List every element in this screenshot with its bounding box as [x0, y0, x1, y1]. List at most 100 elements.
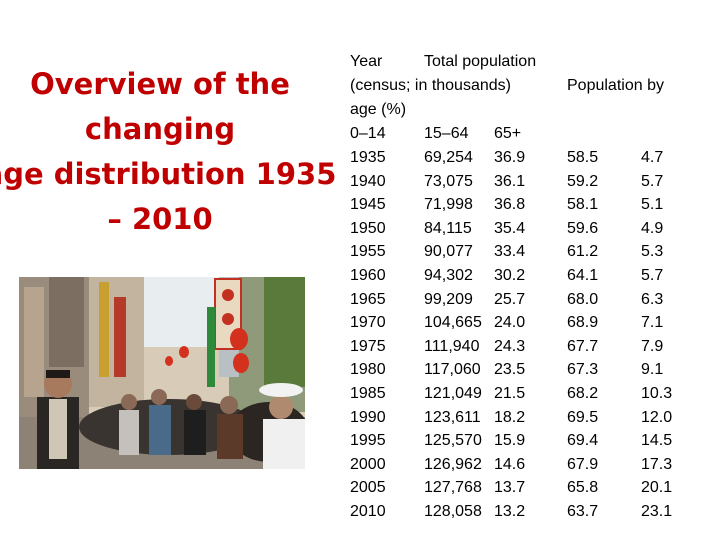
cell-col5: 5.7 — [641, 172, 664, 190]
slide-title: Overview of the changing age distributio… — [0, 62, 340, 242]
cell-col5: 6.3 — [641, 290, 664, 308]
table-row: 1975 111,940 24.3 67.7 7.9 — [350, 335, 716, 359]
street-photo-illustration — [19, 277, 305, 469]
table-row: 1985 121,049 21.5 68.2 10.3 — [350, 382, 716, 406]
cell-year: 1950 — [350, 219, 386, 237]
cell-col4: 59.2 — [567, 172, 599, 190]
cell-total-population: 94,302 — [424, 267, 473, 284]
cell-col3: 15.9 — [494, 432, 526, 450]
cell-total-population: 73,075 — [424, 172, 473, 190]
table-row: 1970 104,665 24.0 68.9 7.1 — [350, 311, 716, 335]
cell-col3: 33.4 — [494, 243, 526, 261]
cell-year: 1965 — [350, 290, 386, 308]
cell-year: 2005 — [350, 479, 386, 497]
cell-col3: 21.5 — [494, 385, 526, 402]
cell-year: 1995 — [350, 432, 386, 450]
cell-col5: 4.9 — [641, 219, 664, 237]
cell-col5: 7.9 — [641, 337, 664, 355]
cell-col3: 25.7 — [494, 290, 526, 308]
table-row: 1965 99,209 25.7 68.0 6.3 — [350, 288, 716, 312]
cell-year: 1985 — [350, 385, 386, 402]
table-row: 1955 90,077 33.4 61.2 5.3 — [350, 240, 716, 264]
cell-year: 1960 — [350, 267, 386, 284]
cell-total-population: 111,940 — [424, 337, 480, 355]
header-line-2: (census; in thousands) Population by — [350, 74, 664, 98]
cell-total-population: 126,962 — [424, 455, 482, 473]
cell-col5: 17.3 — [641, 455, 673, 473]
cell-year: 1945 — [350, 196, 386, 214]
table-row: 2010 128,058 13.2 63.7 23.1 — [350, 500, 716, 524]
header-line-3: age (%) — [350, 98, 406, 122]
cell-total-population: 69,254 — [424, 149, 473, 166]
table-row: 1950 84,115 35.4 59.6 4.9 — [350, 217, 716, 241]
cell-year: 1955 — [350, 243, 386, 261]
header-15-64: 15–64 — [424, 125, 469, 142]
header-total-population: Total population — [424, 53, 537, 70]
cell-col5: 4.7 — [641, 149, 664, 166]
header-year: Year — [350, 53, 383, 70]
header-65-plus: 65+ — [494, 125, 522, 142]
cell-total-population: 104,665 — [424, 314, 482, 332]
cell-col3: 13.7 — [494, 479, 526, 497]
header-age: age (%) — [350, 101, 407, 118]
cell-col4: 65.8 — [567, 479, 599, 497]
cell-total-population: 123,611 — [424, 408, 481, 426]
cell-year: 1975 — [350, 337, 386, 355]
cell-col4: 59.6 — [567, 219, 599, 237]
cell-year: 1935 — [350, 149, 386, 166]
cell-col5: 12.0 — [641, 408, 673, 426]
header-census: (census; in thousands) — [350, 77, 511, 94]
cell-col3: 35.4 — [494, 219, 526, 237]
table-row: 1960 94,302 30.2 64.1 5.7 — [350, 264, 716, 288]
cell-year: 2000 — [350, 455, 386, 473]
cell-col5: 5.7 — [641, 267, 664, 284]
cell-col3: 30.2 — [494, 267, 526, 284]
cell-year: 1990 — [350, 408, 386, 426]
cell-total-population: 99,209 — [424, 290, 473, 308]
cell-col5: 9.1 — [641, 361, 664, 379]
cell-col4: 63.7 — [567, 503, 599, 520]
cell-year: 1980 — [350, 361, 386, 379]
cell-col4: 68.2 — [567, 385, 599, 402]
cell-col4: 67.3 — [567, 361, 599, 379]
cell-col4: 68.0 — [567, 290, 599, 308]
cell-col4: 58.1 — [567, 196, 599, 214]
header-line-1: Year Total population — [350, 50, 536, 74]
cell-total-population: 71,998 — [424, 196, 473, 214]
cell-year: 2010 — [350, 503, 386, 520]
title-line-1: Overview of the — [30, 67, 290, 101]
table-row: 1990 123,611 18.2 69.5 12.0 — [350, 406, 716, 430]
cell-col3: 36.8 — [494, 196, 526, 214]
cell-col4: 69.5 — [567, 408, 599, 426]
street-photo — [19, 277, 305, 469]
cell-col4: 61.2 — [567, 243, 599, 261]
cell-col5: 7.1 — [641, 314, 664, 332]
cell-total-population: 128,058 — [424, 503, 482, 520]
cell-col3: 23.5 — [494, 361, 526, 379]
cell-col3: 14.6 — [494, 455, 526, 473]
table-row: 1995 125,570 15.9 69.4 14.5 — [350, 429, 716, 453]
cell-total-population: 117,060 — [424, 361, 481, 379]
cell-total-population: 90,077 — [424, 243, 473, 261]
table-row: 1980 117,060 23.5 67.3 9.1 — [350, 358, 716, 382]
cell-col3: 36.1 — [494, 172, 526, 190]
title-line-2: changing — [84, 112, 236, 146]
cell-total-population: 84,115 — [424, 219, 472, 237]
table-row: 2005 127,768 13.7 65.8 20.1 — [350, 476, 716, 500]
cell-col4: 67.7 — [567, 337, 599, 355]
table-row: 1945 71,998 36.8 58.1 5.1 — [350, 193, 716, 217]
cell-year: 1940 — [350, 172, 386, 190]
table-row: 1940 73,075 36.1 59.2 5.7 — [350, 170, 716, 194]
cell-col5: 14.5 — [641, 432, 673, 450]
header-population-by: Population by — [567, 77, 664, 94]
cell-col4: 68.9 — [567, 314, 599, 332]
title-line-3: age distribution 1935 — [0, 157, 337, 191]
cell-col3: 18.2 — [494, 408, 526, 426]
cell-total-population: 127,768 — [424, 479, 482, 497]
cell-col4: 67.9 — [567, 455, 599, 473]
table-row: 1935 69,254 36.9 58.5 4.7 — [350, 146, 716, 170]
cell-col3: 24.0 — [494, 314, 526, 332]
cell-col5: 23.1 — [641, 503, 673, 520]
table-row: 2000 126,962 14.6 67.9 17.3 — [350, 453, 716, 477]
header-line-4: 0–14 15–64 65+ — [350, 122, 716, 146]
